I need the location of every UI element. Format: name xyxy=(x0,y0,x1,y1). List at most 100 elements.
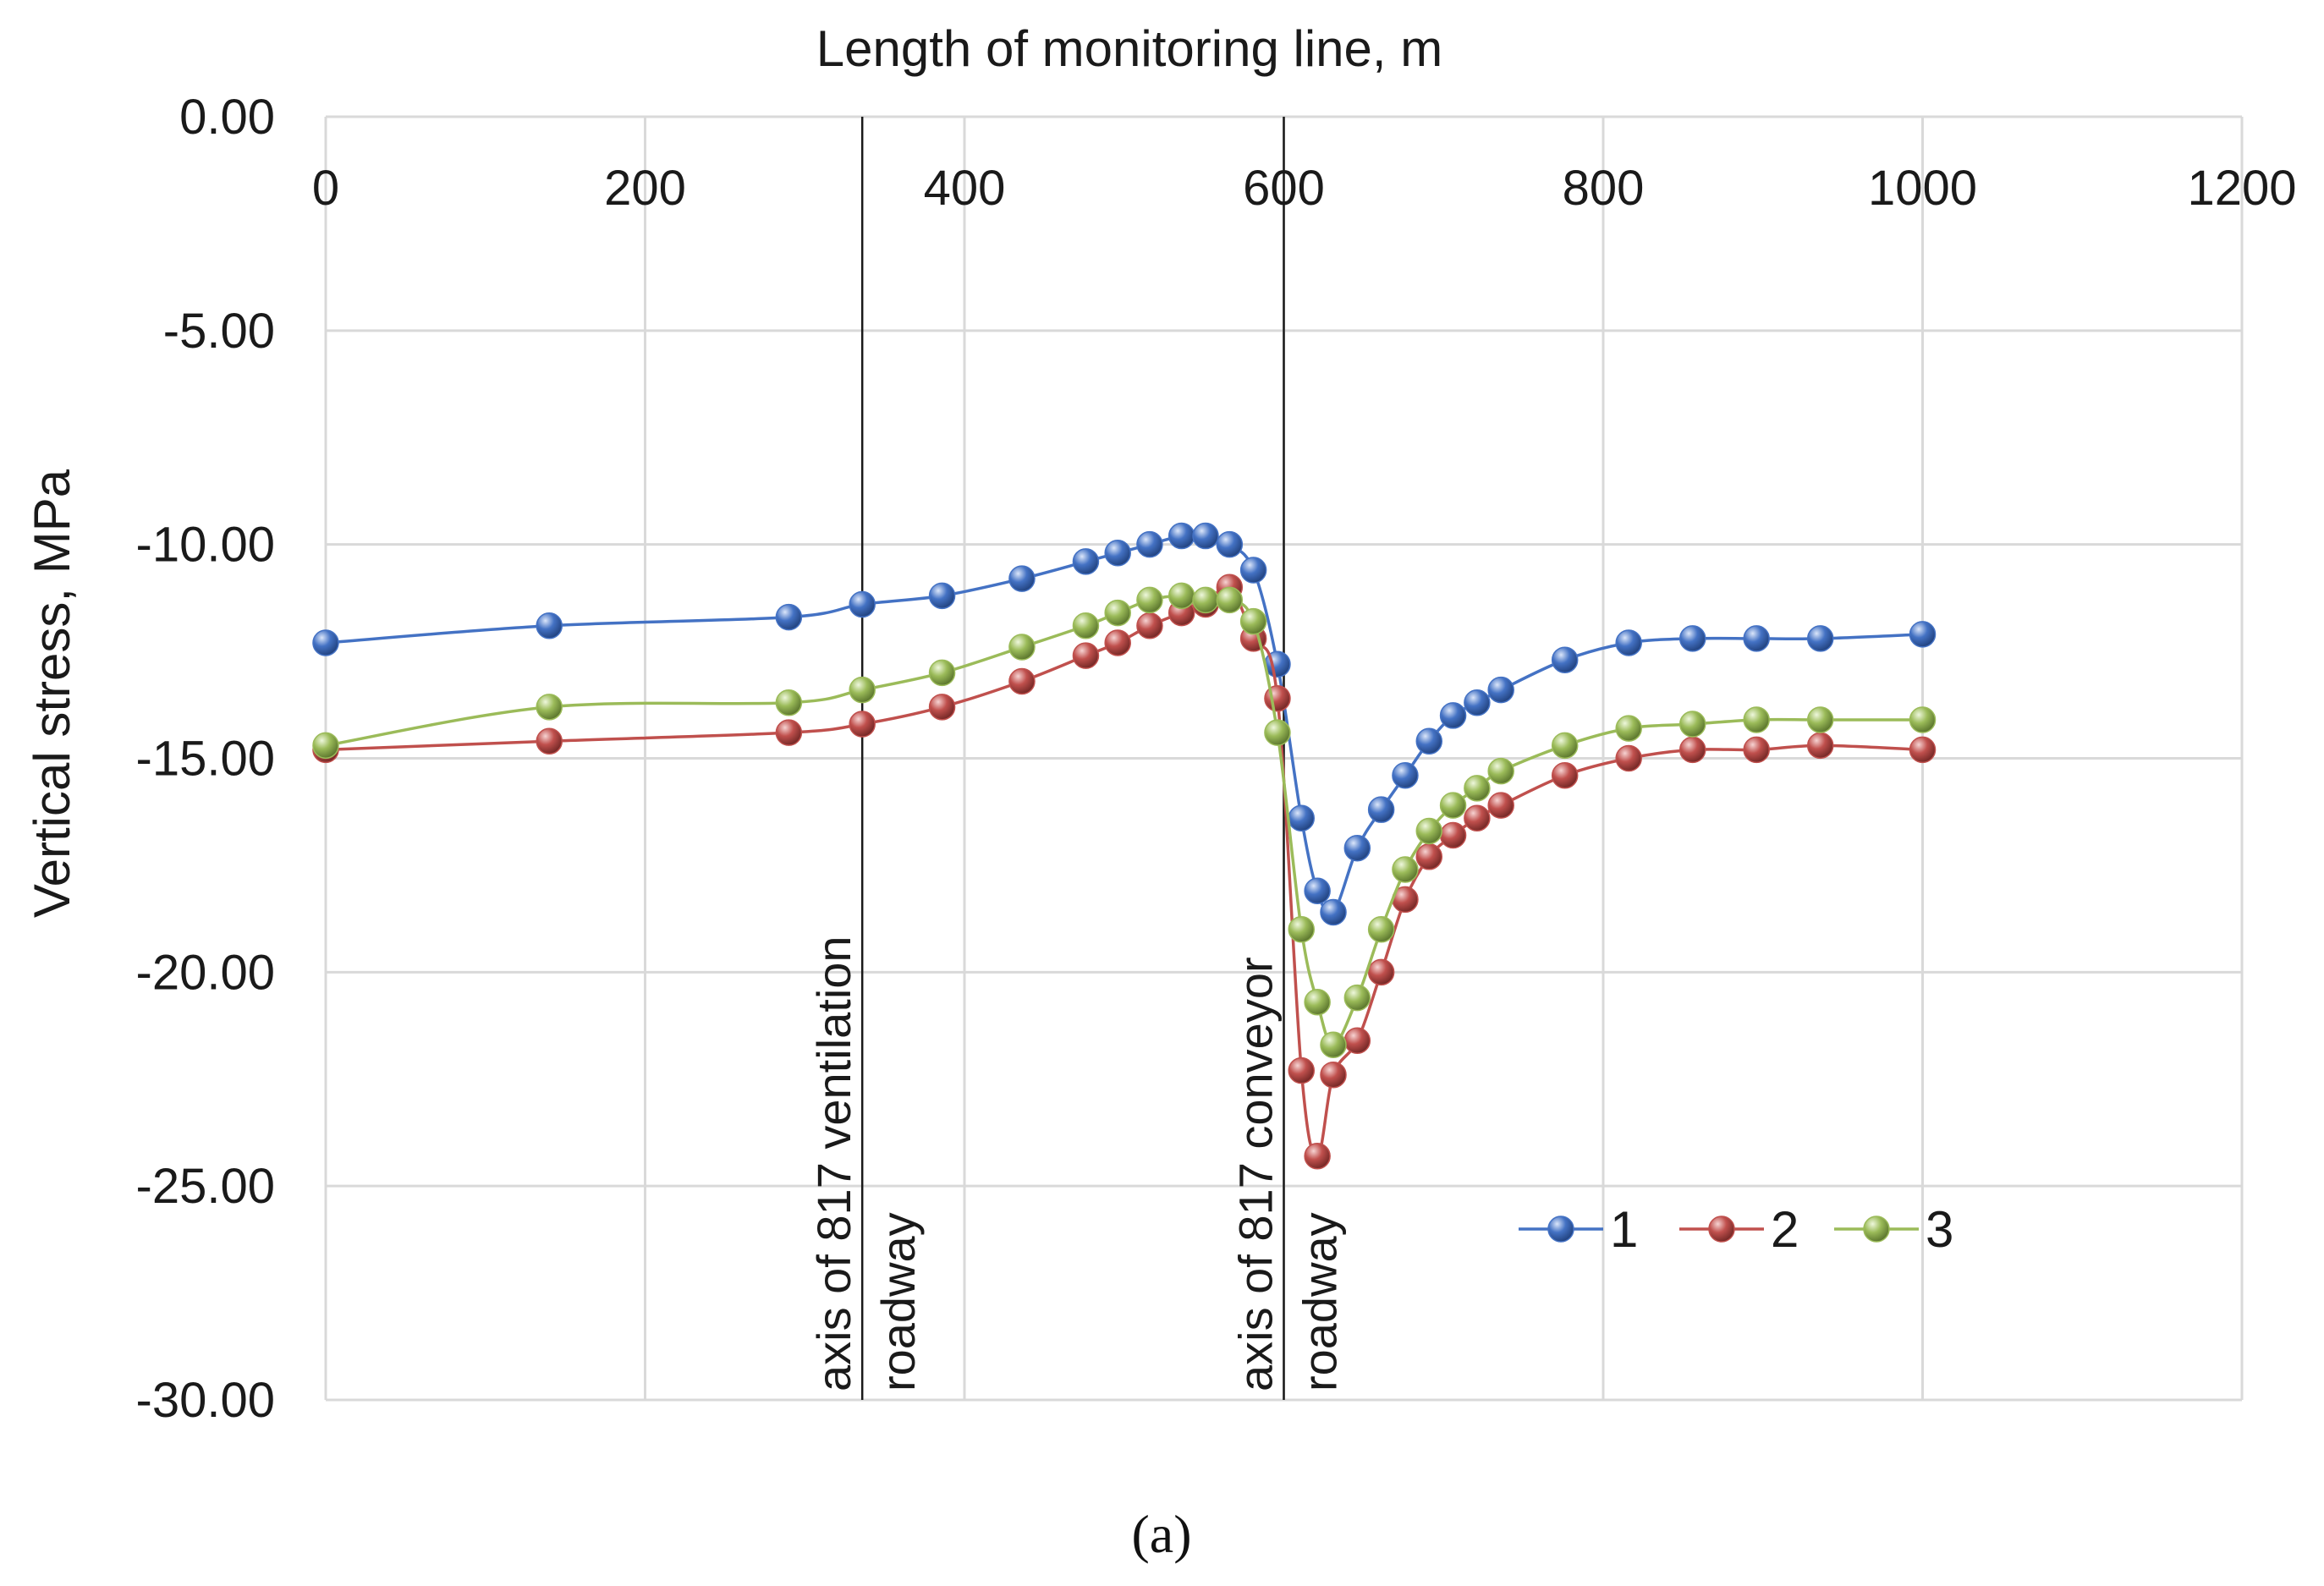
series-2-point xyxy=(1104,629,1131,656)
series-2-point xyxy=(1464,804,1491,832)
series-3-point xyxy=(775,689,803,716)
series-2-point xyxy=(1909,736,1937,764)
x-tick-label: 200 xyxy=(604,161,686,216)
series-2-point xyxy=(1008,667,1036,695)
x-tick-label: 1200 xyxy=(2187,161,2296,216)
series-3-point xyxy=(1136,586,1163,614)
series-3-point xyxy=(1192,586,1219,614)
legend-label-1: 1 xyxy=(1610,1201,1638,1258)
series-2-point xyxy=(849,711,876,738)
series-1-point xyxy=(1192,522,1219,550)
x-axis-title: Length of monitoring line, m xyxy=(816,20,1442,77)
legend-item-1: 1 xyxy=(1519,1201,1638,1258)
series-3-point xyxy=(1216,586,1244,614)
series-3-point xyxy=(1551,732,1579,760)
series-1-point xyxy=(1216,530,1244,558)
series-1-point xyxy=(1678,625,1706,652)
series-2-point xyxy=(1264,684,1291,712)
series-1-point xyxy=(1304,877,1331,905)
series-3-point xyxy=(1806,706,1834,733)
legend-label-3: 3 xyxy=(1926,1201,1953,1258)
y-tick-label: -10.00 xyxy=(136,518,275,573)
series-3-point xyxy=(1239,607,1267,635)
legend-label-2: 2 xyxy=(1771,1201,1799,1258)
series-3-point xyxy=(1072,612,1100,639)
series-1-point xyxy=(1167,522,1195,550)
series-1-point xyxy=(1136,530,1163,558)
annotation-label-1-line1: axis of 817 ventilation xyxy=(807,936,860,1391)
series-2-point xyxy=(1136,612,1163,639)
series-3-point xyxy=(1367,916,1395,943)
series-1-point xyxy=(1909,621,1937,648)
series-1-point xyxy=(1743,625,1770,652)
y-tick-label: -30.00 xyxy=(136,1373,275,1428)
series-1-point xyxy=(1288,804,1316,832)
x-tick-label: 1000 xyxy=(1868,161,1977,216)
series-2-point xyxy=(1551,761,1579,789)
series-2-point xyxy=(1743,736,1770,764)
series-2-line xyxy=(325,584,1923,1158)
series-2-point xyxy=(775,719,803,746)
y-axis-title: Vertical stress, MPa xyxy=(24,469,80,918)
series-2-point xyxy=(928,694,956,721)
series-1-point xyxy=(1439,702,1467,729)
series-1-point xyxy=(775,603,803,631)
series-3-point xyxy=(1487,757,1514,785)
x-tick-label: 400 xyxy=(924,161,1006,216)
y-tick-label: -20.00 xyxy=(136,945,275,1000)
series-1-point xyxy=(312,629,339,656)
series-3-point xyxy=(1288,916,1316,943)
annotation-labels: axis of 817 ventilation roadway axis of 81… xyxy=(807,936,1346,1391)
series-1-point xyxy=(1615,629,1642,656)
x-tick-label: 0 xyxy=(312,161,339,216)
series-3-point xyxy=(1464,775,1491,802)
series-2-point xyxy=(1320,1061,1347,1089)
series-1-point xyxy=(849,590,876,618)
series-1-point xyxy=(1072,548,1100,575)
series-3 xyxy=(312,582,1937,1059)
series-2-point xyxy=(536,727,563,755)
series-1-point xyxy=(1008,565,1036,592)
series-3-point xyxy=(312,732,339,760)
series-2-point xyxy=(1304,1143,1331,1170)
series-3-point xyxy=(536,694,563,721)
series-2-point xyxy=(1343,1027,1371,1054)
legend-marker-3 xyxy=(1863,1216,1890,1243)
series-3-point xyxy=(1167,582,1195,610)
series-3-point xyxy=(1678,711,1706,738)
series-1-point xyxy=(536,612,563,639)
y-axis-ticks: 0.00 -5.00 -10.00 -15.00 -20.00 -25.00 -30.00 xyxy=(136,90,275,1428)
y-tick-label: 0.00 xyxy=(179,90,275,145)
series-2-point xyxy=(1806,732,1834,760)
series-3-point xyxy=(1304,988,1331,1016)
series-3-point xyxy=(1415,817,1443,845)
annotation-lines xyxy=(860,117,1285,1400)
series-3-line xyxy=(325,594,1923,1047)
series-1-point xyxy=(1104,540,1131,567)
series-1-point xyxy=(1464,689,1491,716)
series-3-point xyxy=(1615,715,1642,742)
figure-caption: (a) xyxy=(1131,1504,1191,1564)
x-tick-label: 600 xyxy=(1243,161,1325,216)
series-1 xyxy=(312,522,1937,926)
series-2-point xyxy=(1367,958,1395,986)
series-1-point xyxy=(1487,676,1514,704)
series-1-point xyxy=(1239,557,1267,584)
series-2-point xyxy=(1615,744,1642,772)
y-tick-label: -15.00 xyxy=(136,732,275,787)
series-1-point xyxy=(1343,834,1371,862)
series-1-point xyxy=(1367,796,1395,823)
series-1-point xyxy=(1806,625,1834,652)
legend-marker-2 xyxy=(1708,1216,1735,1243)
y-tick-label: -5.00 xyxy=(163,304,275,359)
series-3-point xyxy=(928,659,956,687)
data-series xyxy=(312,522,1937,1170)
series-2-point xyxy=(1072,642,1100,669)
series-1-point xyxy=(1415,727,1443,755)
series-3-point xyxy=(1104,599,1131,627)
series-2 xyxy=(312,573,1937,1170)
series-3-point xyxy=(1743,706,1770,733)
series-1-point xyxy=(1392,761,1419,789)
annotation-label-1-line2: roadway xyxy=(871,1212,925,1391)
